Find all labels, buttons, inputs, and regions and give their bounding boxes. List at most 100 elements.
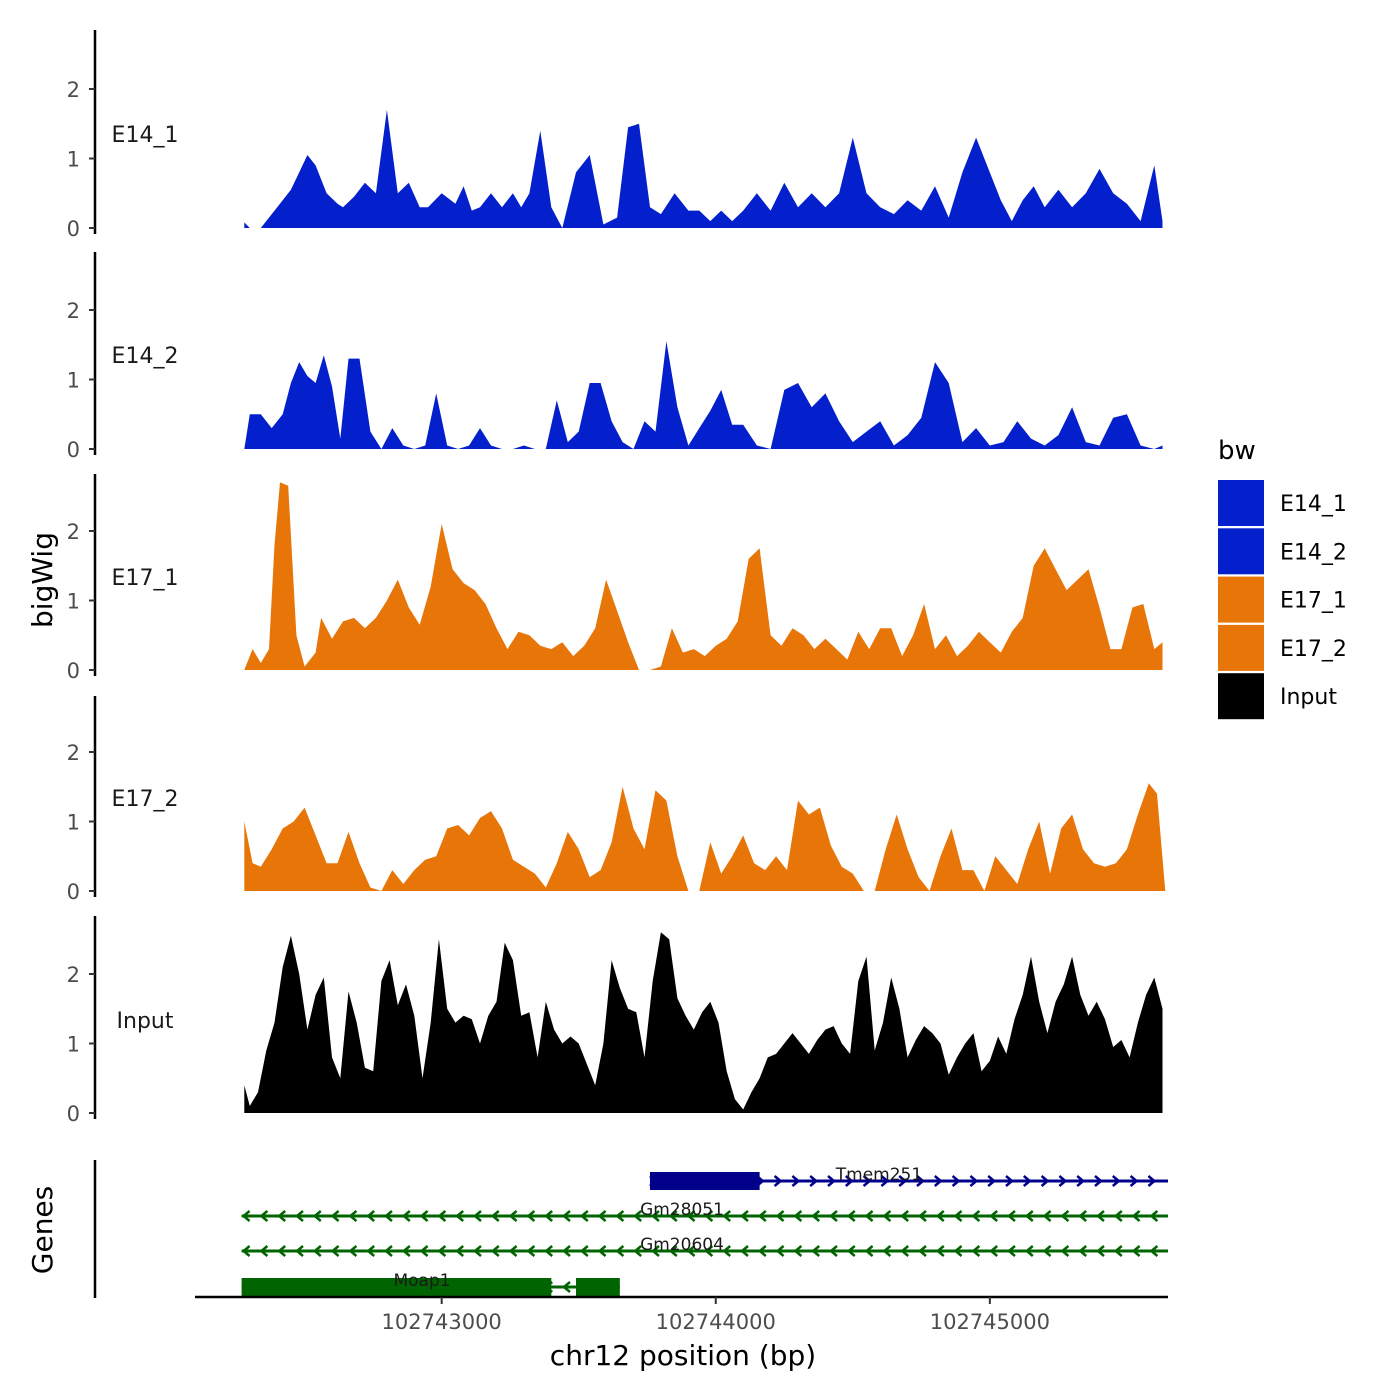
- strand-arrow: [259, 1210, 269, 1222]
- strand-arrow: [490, 1245, 500, 1257]
- track-label-E14_1: E14_1: [112, 123, 179, 148]
- strand-arrow: [651, 1245, 660, 1257]
- strand-arrow: [348, 1245, 358, 1257]
- signal-area-E14_1: [244, 109, 1163, 228]
- strand-arrow: [384, 1210, 393, 1222]
- y-axis-title: bigWig: [26, 532, 59, 628]
- y-tick-label: 1: [67, 811, 80, 835]
- strand-arrow: [935, 1210, 945, 1222]
- signal-tracks: 0 1 2 E14_1 0 1 2 E14_2 0 1 2 E17_1 0 1 2 E17_2 0 1 2 Input: [67, 30, 1166, 1126]
- strand-arrow: [526, 1245, 536, 1257]
- strand-arrow: [1113, 1245, 1123, 1257]
- track-Input: 0 1 2 Input: [67, 916, 1163, 1126]
- strand-arrow: [951, 1175, 961, 1187]
- strand-arrow: [1005, 1175, 1014, 1187]
- strand-arrow: [241, 1245, 251, 1257]
- strand-arrow: [829, 1245, 838, 1257]
- legend-swatch-E17_2: [1218, 624, 1264, 671]
- x-axis-title: chr12 position (bp): [550, 1339, 816, 1372]
- strand-arrow: [846, 1245, 856, 1257]
- strand-arrow: [775, 1245, 785, 1257]
- strand-arrow: [312, 1210, 322, 1222]
- strand-arrow: [330, 1245, 340, 1257]
- strand-arrow: [490, 1210, 500, 1222]
- signal-area-E17_1: [244, 482, 1163, 670]
- x-tick-label: 102743000: [382, 1310, 502, 1334]
- strand-arrow: [1007, 1245, 1016, 1257]
- strand-arrow: [882, 1210, 892, 1222]
- strand-arrow: [811, 1245, 820, 1257]
- strand-arrow: [757, 1245, 767, 1257]
- legend-title: bw: [1218, 436, 1256, 466]
- strand-arrow: [615, 1210, 625, 1222]
- strand-arrow: [1024, 1210, 1034, 1222]
- strand-arrow: [953, 1210, 963, 1222]
- strand-arrow: [935, 1245, 945, 1257]
- strand-arrow: [348, 1210, 358, 1222]
- strand-arrow: [773, 1175, 783, 1187]
- strand-arrow: [862, 1175, 872, 1187]
- strand-arrow: [455, 1210, 464, 1222]
- strand-arrow: [1022, 1175, 1032, 1187]
- strand-arrow: [384, 1245, 393, 1257]
- strand-arrow: [455, 1245, 464, 1257]
- strand-arrow: [295, 1210, 304, 1222]
- signal-area-E17_2: [244, 783, 1166, 891]
- strand-arrow: [686, 1245, 696, 1257]
- strand-arrow: [987, 1175, 997, 1187]
- track-E14_2: 0 1 2 E14_2: [67, 252, 1163, 462]
- strand-arrow: [473, 1210, 482, 1222]
- y-tick-label: 2: [67, 741, 80, 765]
- strand-arrow: [437, 1245, 447, 1257]
- legend-label-E17_1: E17_1: [1280, 589, 1347, 614]
- strand-arrow: [971, 1245, 981, 1257]
- strand-arrow: [793, 1245, 803, 1257]
- strand-arrow: [1060, 1210, 1070, 1222]
- strand-arrow: [241, 1210, 251, 1222]
- strand-arrow: [473, 1245, 482, 1257]
- y-tick-label: 1: [67, 148, 80, 172]
- gene-label-Tmem251: Tmem251: [835, 1165, 922, 1185]
- x-tick-label: 102745000: [930, 1310, 1050, 1334]
- strand-arrow: [811, 1210, 820, 1222]
- strand-arrow: [1094, 1175, 1103, 1187]
- strand-arrow: [419, 1245, 429, 1257]
- strand-arrow: [526, 1210, 536, 1222]
- strand-arrow: [829, 1210, 838, 1222]
- strand-arrow: [882, 1245, 892, 1257]
- strand-arrow: [277, 1210, 286, 1222]
- strand-arrow: [401, 1210, 411, 1222]
- signal-area-E14_2: [244, 341, 1163, 449]
- gene-track: Tmem251 Gm28051 Gm20604 Moap1: [93, 1160, 1168, 1298]
- track-E14_1: 0 1 2 E14_1: [67, 30, 1163, 241]
- strand-arrow: [918, 1210, 927, 1222]
- gene-Gm20604: Gm20604: [241, 1235, 1168, 1257]
- strand-arrow: [864, 1245, 874, 1257]
- y-tick-label: 1: [67, 369, 80, 393]
- strand-arrow: [898, 1175, 908, 1187]
- y-tick-label: 0: [67, 659, 80, 683]
- strand-arrow: [508, 1210, 518, 1222]
- signal-area-Input: [244, 932, 1163, 1113]
- strand-arrow: [827, 1175, 836, 1187]
- strand-arrow: [809, 1175, 819, 1187]
- strand-arrow: [1096, 1210, 1105, 1222]
- strand-arrow: [704, 1245, 714, 1257]
- track-E17_2: 0 1 2 E17_2: [67, 696, 1166, 904]
- strand-arrow: [900, 1210, 909, 1222]
- strand-arrow: [1078, 1245, 1087, 1257]
- track-label-E17_1: E17_1: [112, 566, 179, 591]
- gene-label-Gm20604: Gm20604: [640, 1235, 724, 1255]
- strand-arrow: [880, 1175, 890, 1187]
- legend-swatch-E14_2: [1218, 528, 1264, 575]
- strand-arrow: [562, 1281, 571, 1293]
- strand-arrow: [1007, 1210, 1016, 1222]
- exon: [649, 1172, 760, 1190]
- gene-label-Moap1: Moap1: [393, 1271, 450, 1291]
- strand-arrow: [793, 1210, 803, 1222]
- strand-arrow: [277, 1245, 286, 1257]
- strand-arrow: [989, 1245, 998, 1257]
- track-label-Input: Input: [117, 1009, 174, 1034]
- strand-arrow: [330, 1210, 340, 1222]
